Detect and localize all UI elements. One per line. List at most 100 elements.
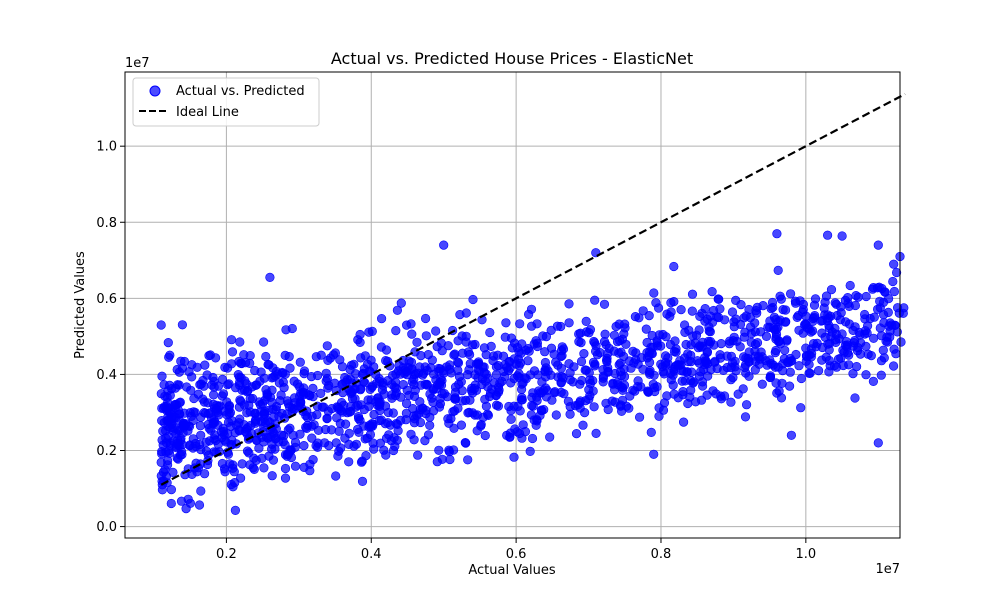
legend-entry-scatter: Actual vs. Predicted <box>176 84 305 99</box>
scatter-point <box>450 406 460 416</box>
scatter-point <box>349 441 359 451</box>
scatter-point <box>330 348 341 358</box>
scatter-point <box>513 401 523 412</box>
scatter-point <box>166 498 176 509</box>
scatter-point <box>774 336 785 346</box>
scatter-point <box>493 361 503 371</box>
scatter-point <box>536 405 547 415</box>
scatter-point <box>453 358 464 368</box>
scatter-point <box>541 392 551 402</box>
scatter-point <box>726 397 736 407</box>
scatter-point <box>434 445 444 455</box>
scatter-point <box>646 427 656 438</box>
scatter-point <box>891 349 901 359</box>
scatter-point <box>226 335 237 345</box>
scatter-point <box>556 387 566 398</box>
x-axis-ticks: 0.2 0.4 0.6 0.8 1.0 <box>216 538 816 562</box>
scatter-point <box>663 353 673 363</box>
scatter-point <box>308 455 318 465</box>
scatter-point <box>340 433 350 443</box>
scatter-point <box>224 401 234 411</box>
scatter-point <box>621 401 632 411</box>
scatter-point <box>844 360 854 370</box>
scatter-point <box>467 340 478 350</box>
scatter-point <box>809 300 820 310</box>
scatter-point <box>546 325 556 336</box>
scatter-point <box>209 390 219 400</box>
scatter-point <box>443 341 453 351</box>
legend: Actual vs. Predicted Ideal Line <box>132 77 320 127</box>
scatter-point <box>377 314 387 324</box>
scatter-point <box>195 459 206 469</box>
scatter-point <box>454 372 465 382</box>
scatter-point <box>387 393 397 403</box>
scatter-point <box>543 366 553 376</box>
scatter-point <box>443 414 453 424</box>
scatter-point <box>505 432 515 442</box>
scatter-point <box>641 324 651 334</box>
scatter-point <box>852 346 863 356</box>
scatter-point <box>521 374 531 384</box>
scatter-point <box>551 357 561 367</box>
scatter-point <box>156 471 166 481</box>
scatter-point <box>766 304 776 314</box>
scatter-point <box>379 445 389 455</box>
scatter-point <box>195 421 205 431</box>
scatter-point <box>859 309 870 320</box>
scatter-point <box>551 410 561 420</box>
scatter-point <box>240 427 250 437</box>
scatter-point <box>822 316 833 326</box>
scatter-point <box>845 280 855 291</box>
scatter-point <box>735 319 746 330</box>
y-tick-label: 1.0 <box>96 140 117 155</box>
y-tick-label: 0.6 <box>96 292 117 307</box>
scatter-point <box>528 388 538 398</box>
scatter-point <box>277 367 287 378</box>
y-tick-label: 0.2 <box>96 444 117 459</box>
scatter-point <box>676 305 686 315</box>
scatter-point <box>670 336 680 346</box>
scatter-point <box>527 400 537 411</box>
scatter-point <box>888 276 898 287</box>
scatter-point <box>633 376 643 386</box>
scatter-point <box>614 360 624 370</box>
scatter-point <box>485 327 495 338</box>
scatter-point <box>540 357 551 368</box>
scatter-point <box>540 383 551 393</box>
scatter-point <box>745 313 755 323</box>
scatter-point <box>175 397 185 407</box>
scatter-point <box>163 338 173 348</box>
scatter-point <box>376 342 387 352</box>
scatter-point <box>713 294 723 304</box>
scatter-point <box>323 406 333 416</box>
scatter-point <box>470 380 480 390</box>
scatter-point <box>750 327 760 337</box>
scatter-point <box>324 441 334 451</box>
scatter-point <box>889 286 900 297</box>
scatter-point <box>740 412 751 422</box>
x-tick-label: 0.4 <box>361 547 382 562</box>
scatter-point <box>196 445 206 455</box>
scatter-point <box>299 390 309 400</box>
scatter-point <box>159 403 169 414</box>
scatter-point <box>157 485 167 495</box>
scatter-point <box>578 420 588 430</box>
scatter-point <box>460 438 470 448</box>
scatter-point <box>483 409 493 419</box>
scatter-point <box>254 443 264 453</box>
legend-scatter-marker <box>149 85 161 97</box>
scatter-point <box>333 451 343 461</box>
scatter-point <box>873 240 883 250</box>
scatter-point <box>267 373 277 383</box>
scatter-point <box>556 377 567 387</box>
scatter-point <box>421 313 431 324</box>
scatter-point <box>427 355 437 365</box>
scatter-point <box>356 400 366 410</box>
scatter-point <box>806 327 816 337</box>
scatter-point <box>868 283 879 293</box>
scatter-point <box>279 431 289 441</box>
scatter-point <box>848 369 858 379</box>
scatter-point <box>379 389 389 399</box>
scatter-point <box>392 305 403 315</box>
scatter-point <box>697 381 708 391</box>
